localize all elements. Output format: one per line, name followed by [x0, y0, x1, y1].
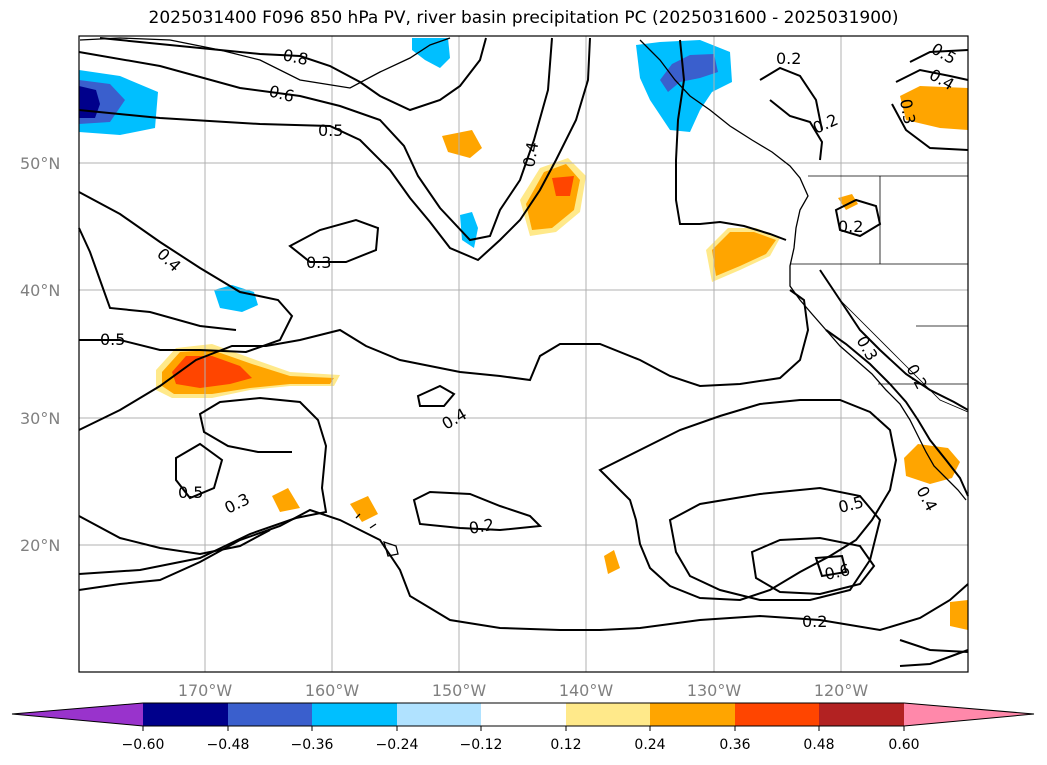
contour-label: 0.2 — [838, 217, 863, 236]
contour-label: 0.3 — [896, 97, 919, 125]
colorbar-cell — [735, 703, 819, 726]
contour-label: 0.4 — [912, 483, 941, 514]
colorbar-tick-label: 0.24 — [634, 737, 665, 753]
contour-label: 0.6 — [267, 81, 296, 106]
pos-anomaly-52n — [442, 130, 482, 158]
colorbar-tick-label: 0.36 — [719, 737, 750, 753]
colorbar-extend-high — [904, 703, 1034, 726]
neg-anomaly-40n — [214, 285, 258, 312]
contour-label: 0.4 — [519, 140, 542, 168]
colorbar-cell — [143, 703, 228, 726]
colorbar: −0.60 −0.48 −0.36 −0.24 −0.12 0.12 0.24 … — [11, 702, 1035, 753]
colorbar-cell — [312, 703, 397, 726]
graticule — [79, 36, 968, 672]
neg-anomaly-alaska — [412, 38, 450, 68]
precip-shading — [79, 38, 968, 630]
lon-label-150w: 150°W — [432, 681, 487, 700]
pos-anomaly-47n — [838, 194, 858, 210]
colorbar-tick-label: −0.24 — [376, 737, 419, 753]
contour-label: 0.5 — [318, 121, 343, 140]
colorbar-cell — [566, 703, 650, 726]
colorbar-ticks — [142, 726, 905, 731]
colorbar-tick-label: 0.48 — [803, 737, 834, 753]
contour-label: 0.6 — [823, 560, 852, 584]
pos-anomaly-eastcoast — [904, 444, 960, 484]
map-frame — [78, 35, 969, 673]
neg-anomaly-coast-mid — [660, 54, 718, 92]
longitude-labels: 170°W 160°W 150°W 140°W 130°W 120°W — [178, 681, 869, 700]
lon-label-170w: 170°W — [178, 681, 233, 700]
lat-label-50n: 50°N — [20, 154, 60, 173]
colorbar-cell — [650, 703, 735, 726]
contour-label: 0.2 — [810, 110, 841, 138]
map-title: 2025031400 F096 850 hPa PV, river basin … — [148, 8, 899, 28]
colorbar-tick-label: 0.60 — [888, 737, 919, 753]
contour-label: 0.8 — [281, 45, 310, 69]
colorbar-cell — [819, 703, 904, 726]
contour-label: 0.2 — [467, 515, 495, 538]
lat-label-40n: 40°N — [20, 281, 60, 300]
contour-label: 0.3 — [306, 253, 331, 272]
contour-label: 0.2 — [776, 49, 801, 68]
lon-label-120w: 120°W — [814, 681, 869, 700]
colorbar-tick-label: −0.48 — [207, 737, 250, 753]
lat-label-30n: 30°N — [20, 409, 60, 428]
contour-label: 0.5 — [178, 483, 203, 502]
lat-label-20n: 20°N — [20, 536, 60, 555]
latitude-labels: 50°N 40°N 30°N 20°N — [20, 154, 60, 555]
colorbar-cell — [397, 703, 481, 726]
contour-label: 0.5 — [928, 39, 960, 68]
contour-label: 0.4 — [153, 244, 185, 275]
pos-anomaly-22n — [272, 488, 300, 512]
contour-label: 0.5 — [100, 330, 125, 349]
pos-anomaly-48n-core — [552, 176, 574, 196]
colorbar-cell — [228, 703, 312, 726]
pos-anomaly-17n — [604, 550, 620, 574]
colorbar-tick-label: −0.36 — [291, 737, 334, 753]
lon-label-140w: 140°W — [559, 681, 614, 700]
colorbar-cell — [481, 703, 566, 726]
lon-label-130w: 130°W — [687, 681, 742, 700]
lon-label-160w: 160°W — [305, 681, 360, 700]
pos-anomaly-48n — [526, 164, 580, 230]
pos-anomaly-ne — [900, 86, 968, 130]
neg-anomaly-45n — [460, 212, 478, 248]
pos-anomaly-hawaii — [350, 496, 378, 522]
pos-anomaly-sw — [950, 600, 968, 630]
colorbar-tick-label: 0.12 — [550, 737, 581, 753]
colorbar-tick-label: −0.60 — [122, 737, 165, 753]
contour-label: 0.3 — [221, 489, 252, 517]
colorbar-tick-label: −0.12 — [460, 737, 503, 753]
contour-label: 0.2 — [802, 612, 827, 631]
pv-contours — [78, 37, 969, 667]
pos-anomaly-43n — [712, 232, 776, 276]
contour-label: 0.4 — [439, 404, 471, 433]
coastlines — [79, 37, 969, 557]
colorbar-extend-low — [12, 703, 143, 726]
